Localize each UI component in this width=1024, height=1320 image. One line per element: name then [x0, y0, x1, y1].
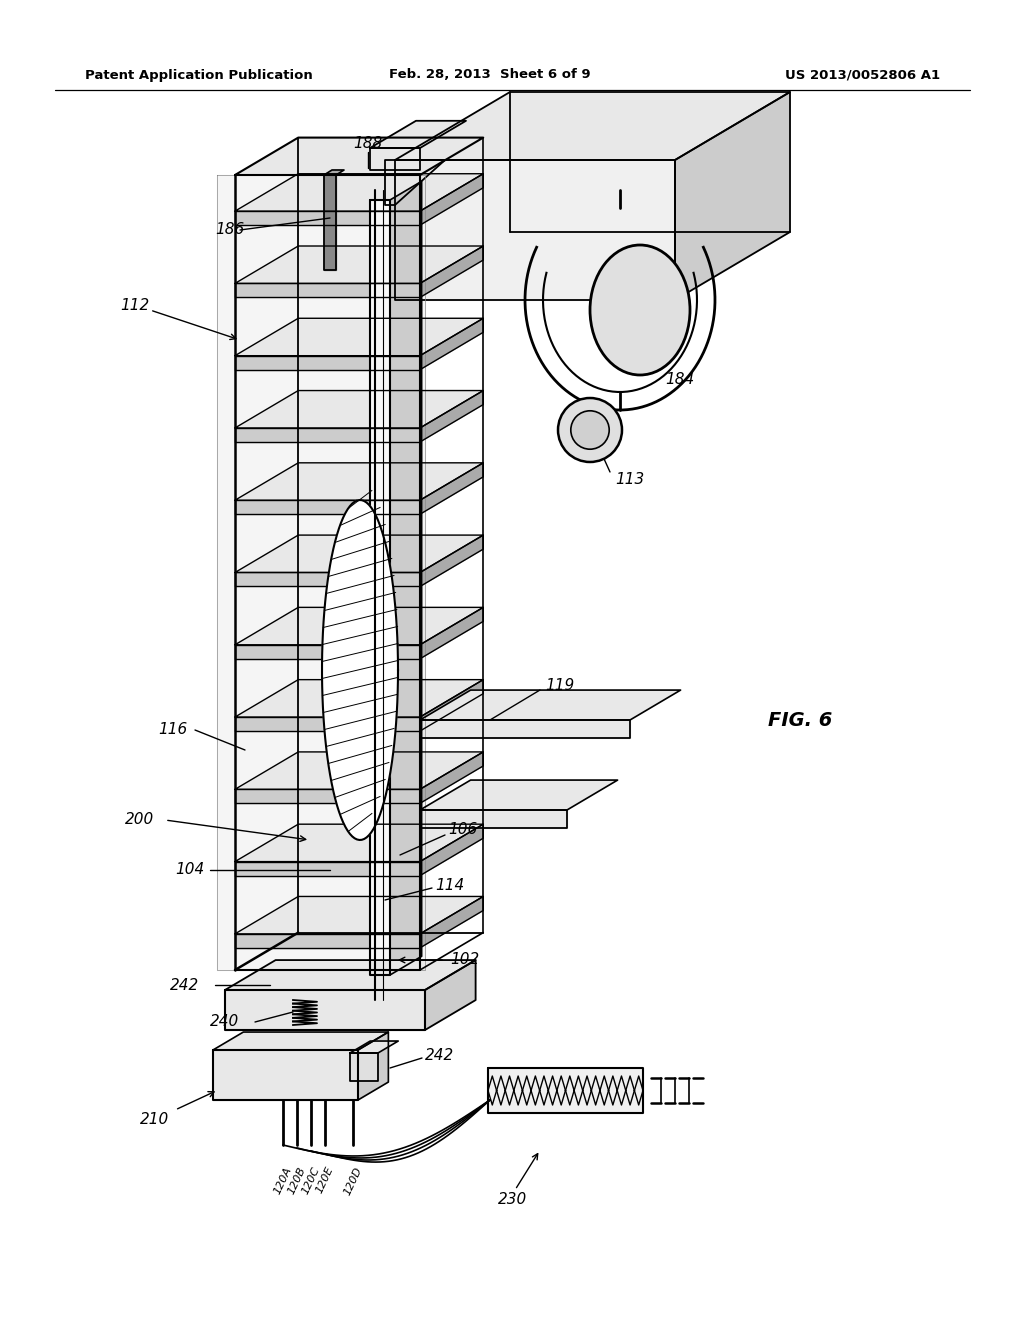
Polygon shape [234, 789, 420, 804]
Polygon shape [420, 810, 567, 828]
Polygon shape [675, 92, 790, 300]
Polygon shape [234, 137, 483, 176]
Polygon shape [213, 1049, 358, 1100]
Polygon shape [234, 644, 420, 659]
Polygon shape [420, 780, 617, 810]
Polygon shape [370, 121, 466, 148]
Text: 120A: 120A [272, 1166, 294, 1196]
Polygon shape [420, 752, 483, 804]
Text: 200: 200 [125, 813, 155, 828]
Polygon shape [350, 1053, 378, 1081]
Text: 242: 242 [170, 978, 200, 993]
Polygon shape [420, 246, 483, 297]
Polygon shape [217, 176, 425, 970]
Text: 116: 116 [158, 722, 187, 738]
Polygon shape [234, 211, 420, 226]
Polygon shape [420, 607, 483, 659]
Polygon shape [420, 824, 483, 875]
Text: 210: 210 [140, 1113, 169, 1127]
Polygon shape [420, 896, 483, 948]
Polygon shape [234, 174, 483, 211]
Polygon shape [385, 160, 445, 205]
Polygon shape [234, 391, 483, 428]
Text: 188: 188 [353, 136, 383, 150]
Polygon shape [370, 148, 420, 170]
Text: 242: 242 [425, 1048, 455, 1063]
Polygon shape [225, 990, 425, 1030]
Polygon shape [324, 170, 344, 176]
Polygon shape [234, 355, 420, 370]
Polygon shape [395, 92, 790, 160]
Polygon shape [324, 176, 336, 271]
Polygon shape [390, 181, 422, 975]
Polygon shape [350, 1041, 398, 1053]
Text: 120D: 120D [342, 1166, 364, 1196]
Polygon shape [234, 896, 483, 933]
Text: 120B: 120B [287, 1166, 307, 1196]
Polygon shape [234, 500, 420, 515]
Text: 104: 104 [175, 862, 204, 878]
Polygon shape [213, 1032, 388, 1049]
Polygon shape [234, 933, 420, 948]
Polygon shape [420, 535, 483, 586]
Polygon shape [234, 318, 483, 355]
Polygon shape [234, 573, 420, 586]
Polygon shape [370, 201, 390, 975]
Text: 230: 230 [498, 1192, 527, 1208]
Text: 120C: 120C [300, 1166, 322, 1196]
Polygon shape [234, 246, 483, 284]
Polygon shape [420, 680, 483, 731]
Polygon shape [420, 690, 681, 719]
Polygon shape [420, 463, 483, 515]
Polygon shape [234, 284, 420, 297]
Polygon shape [234, 463, 483, 500]
Polygon shape [234, 535, 483, 573]
Text: 120E: 120E [314, 1166, 336, 1195]
Text: US 2013/0052806 A1: US 2013/0052806 A1 [784, 69, 940, 82]
Text: 186: 186 [215, 223, 245, 238]
Polygon shape [420, 174, 483, 226]
Polygon shape [234, 752, 483, 789]
Polygon shape [225, 960, 475, 990]
Polygon shape [322, 500, 398, 840]
Polygon shape [420, 719, 630, 738]
Text: 106: 106 [449, 822, 477, 837]
Polygon shape [234, 607, 483, 644]
Text: FIG. 6: FIG. 6 [768, 710, 833, 730]
Ellipse shape [590, 246, 690, 375]
Ellipse shape [570, 411, 609, 449]
Polygon shape [234, 680, 483, 717]
Ellipse shape [558, 399, 622, 462]
Polygon shape [234, 717, 420, 731]
Polygon shape [395, 160, 675, 300]
Text: 114: 114 [435, 878, 464, 892]
Polygon shape [425, 960, 475, 1030]
Text: 113: 113 [615, 473, 644, 487]
Text: Patent Application Publication: Patent Application Publication [85, 69, 312, 82]
Polygon shape [420, 318, 483, 370]
Polygon shape [234, 428, 420, 442]
Text: Feb. 28, 2013  Sheet 6 of 9: Feb. 28, 2013 Sheet 6 of 9 [389, 69, 591, 82]
Text: 184: 184 [665, 372, 694, 388]
Polygon shape [234, 862, 420, 875]
Text: 119: 119 [545, 677, 574, 693]
Polygon shape [234, 824, 483, 862]
Polygon shape [420, 391, 483, 442]
Polygon shape [358, 1032, 388, 1100]
Text: 102: 102 [450, 953, 479, 968]
Text: 240: 240 [210, 1015, 240, 1030]
Text: 112: 112 [120, 297, 150, 313]
Polygon shape [488, 1068, 643, 1113]
